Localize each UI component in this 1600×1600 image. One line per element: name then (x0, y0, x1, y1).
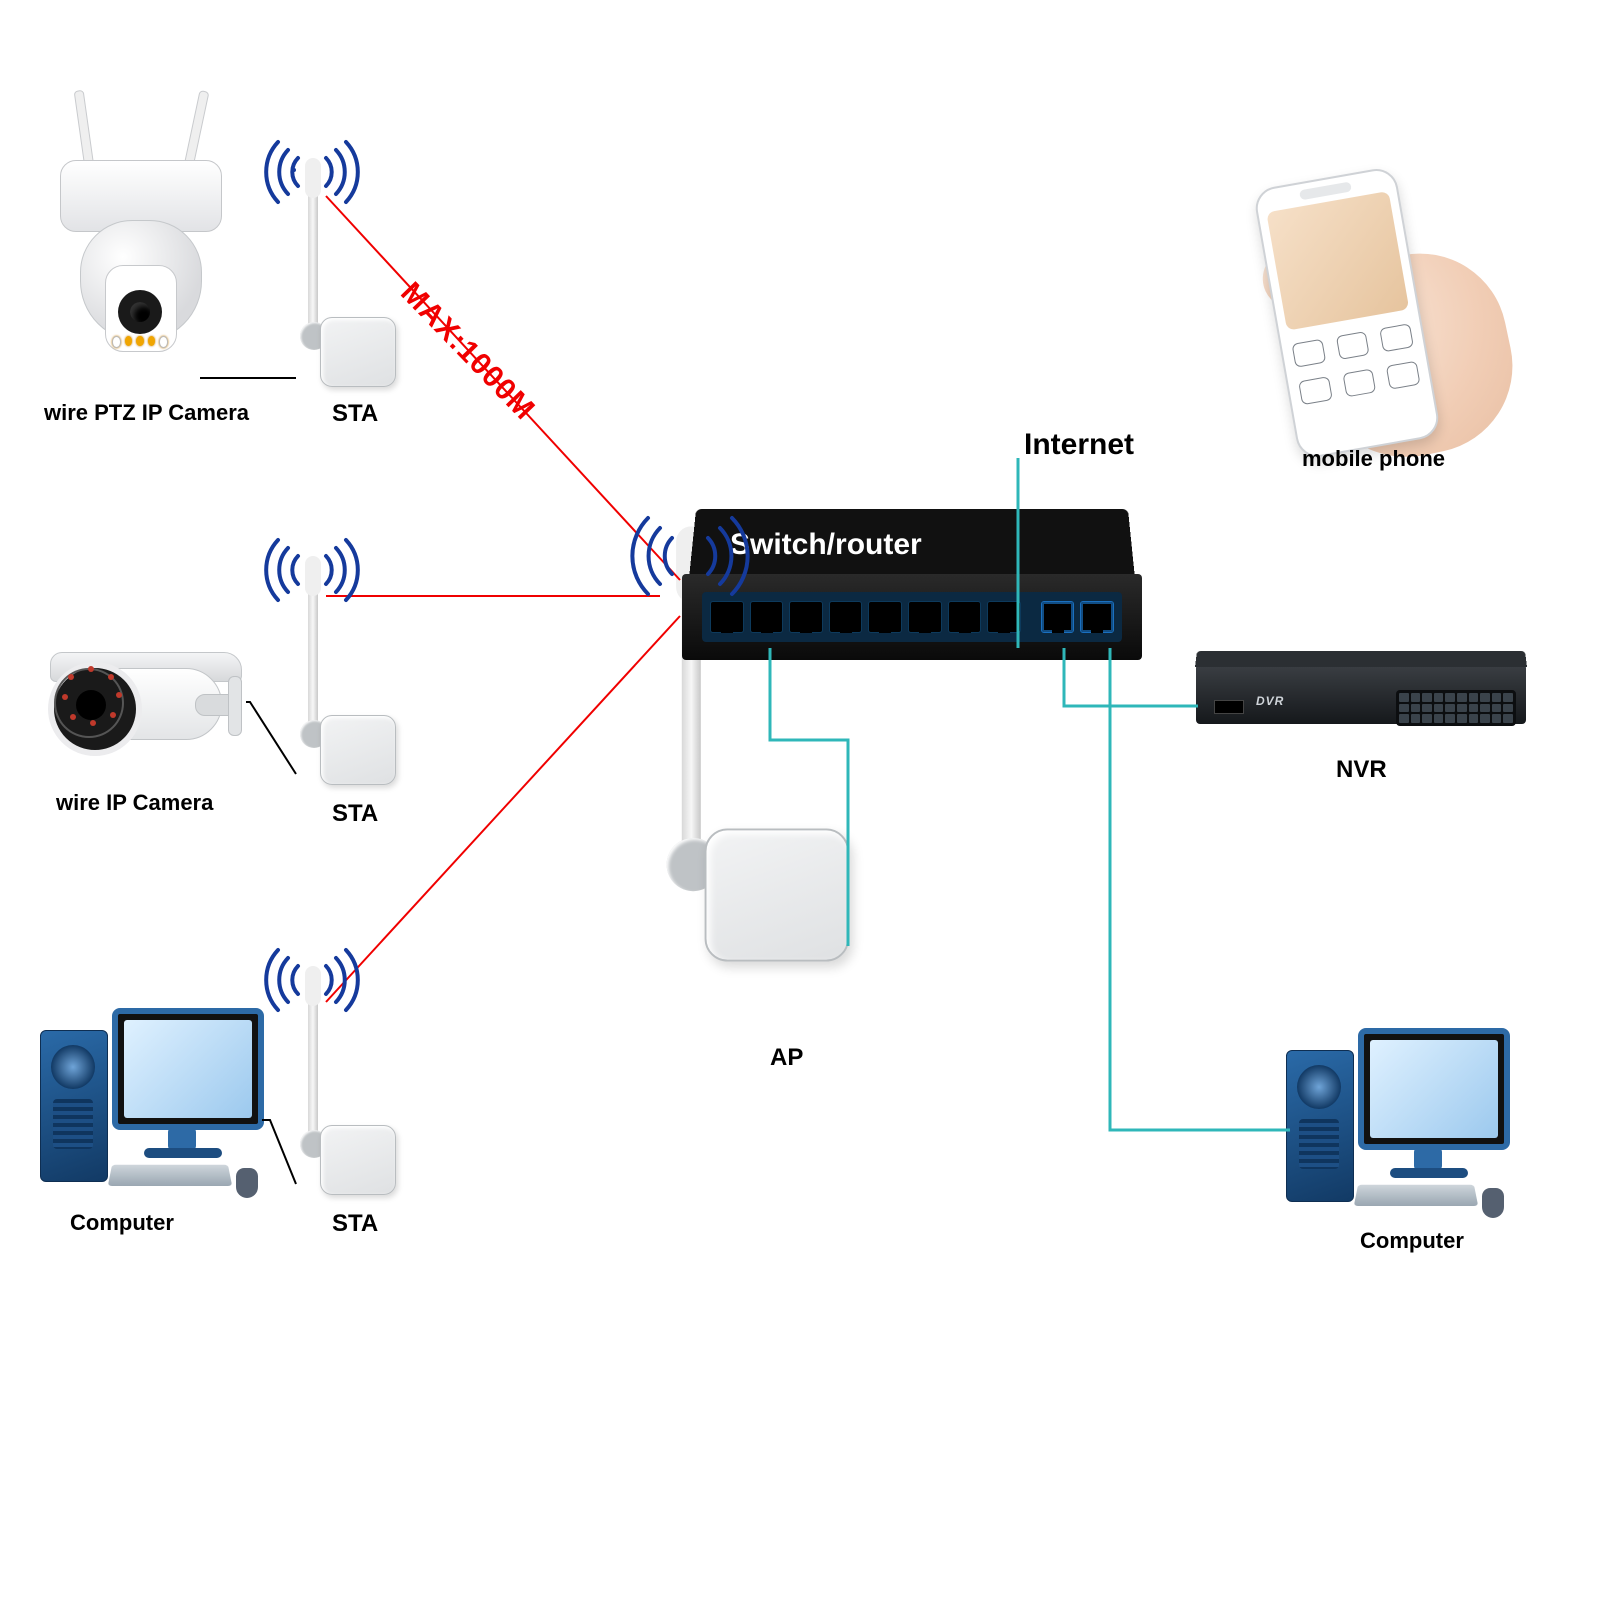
sta3-label: STA (332, 1210, 378, 1238)
switch-router-label: Switch/router (730, 528, 1190, 698)
mobile-phone-icon (1230, 166, 1510, 476)
sta2-label: STA (332, 800, 378, 828)
computer-right-icon (1286, 1020, 1516, 1220)
sta1-adapter-icon (286, 162, 406, 422)
nvr-icon: DVR (1196, 650, 1526, 740)
computer-right-label: Computer (1360, 1228, 1464, 1254)
ptz-camera-label: wire PTZ IP Camera (44, 400, 249, 426)
max-distance-label: MAX:1000M (394, 276, 542, 427)
computer-left-label: Computer (70, 1210, 174, 1236)
sta3-adapter-icon (286, 970, 406, 1230)
ap-label: AP (770, 1044, 803, 1072)
internet-label: Internet (1024, 428, 1134, 462)
computer-left-icon (40, 1000, 270, 1200)
sta1-label: STA (332, 400, 378, 428)
bullet-camera-icon (40, 638, 250, 768)
bullet-camera-label: wire IP Camera (56, 790, 213, 816)
nvr-label: NVR (1336, 756, 1387, 784)
ptz-camera-icon (40, 140, 240, 390)
mobile-phone-label: mobile phone (1302, 446, 1445, 472)
sta2-adapter-icon (286, 560, 406, 820)
